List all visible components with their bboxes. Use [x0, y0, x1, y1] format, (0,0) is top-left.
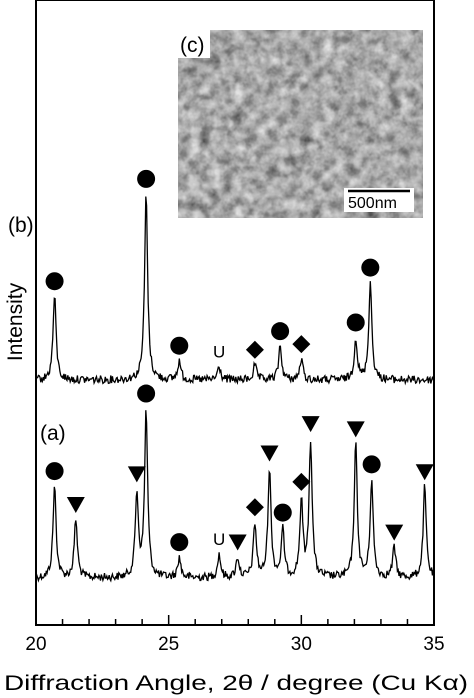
circle-marker-b-5: [271, 322, 290, 341]
sem-image: [178, 30, 423, 218]
diamond-marker-b-6: [292, 335, 311, 354]
circle-marker-b-7: [346, 313, 365, 332]
x-tick-label-25: 25: [158, 634, 179, 655]
diamond-marker-b-4: [245, 340, 264, 359]
x-tick-label-30: 30: [291, 634, 312, 655]
series-a-trace: [36, 410, 434, 583]
triangle-marker-a-15: [415, 464, 434, 481]
sem-label-box: [178, 30, 210, 58]
scale-bar-label: 500nm: [348, 195, 397, 212]
circle-marker-a-3: [137, 384, 156, 403]
x-axis-label: Diffraction Angle, 2θ / degree (Cu Kα): [4, 672, 468, 695]
triangle-marker-a-8: [260, 445, 279, 462]
sem-inset: (c) 500nm: [178, 30, 423, 218]
diamond-marker-a-7: [245, 498, 264, 517]
x-tick-label-35: 35: [423, 634, 444, 655]
circle-marker-b-1: [137, 169, 156, 188]
triangle-marker-a-14: [385, 524, 404, 541]
circle-marker-a-9: [273, 503, 292, 522]
circle-marker-a-0: [45, 462, 64, 481]
circle-marker-b-0: [45, 272, 64, 291]
panel-label-c: (c): [180, 34, 205, 57]
unknown-peak-label-b-3: U: [213, 343, 225, 362]
circle-marker-b-8: [361, 258, 380, 277]
plot-frame: [35, 0, 435, 626]
circle-marker-a-13: [362, 455, 381, 474]
y-axis-label: Intensity: [4, 282, 27, 361]
x-tick-label-20: 20: [25, 634, 46, 655]
series-b-trace: [36, 196, 434, 386]
diamond-marker-a-10: [292, 472, 311, 491]
panel-label-a: (a): [40, 422, 66, 445]
x-axis-ticks: 20 25 30 35: [25, 615, 445, 655]
circle-marker-b-2: [170, 336, 189, 355]
peak-markers: UU: [45, 169, 434, 552]
triangle-marker-a-1: [66, 496, 85, 513]
triangle-marker-a-6: [228, 534, 247, 551]
panel-label-b: (b): [8, 214, 34, 237]
triangle-marker-a-12: [346, 421, 365, 438]
triangle-marker-a-2: [127, 466, 146, 483]
triangle-marker-a-11: [301, 416, 320, 433]
circle-marker-a-4: [170, 533, 189, 552]
unknown-peak-label-a-5: U: [213, 530, 225, 549]
